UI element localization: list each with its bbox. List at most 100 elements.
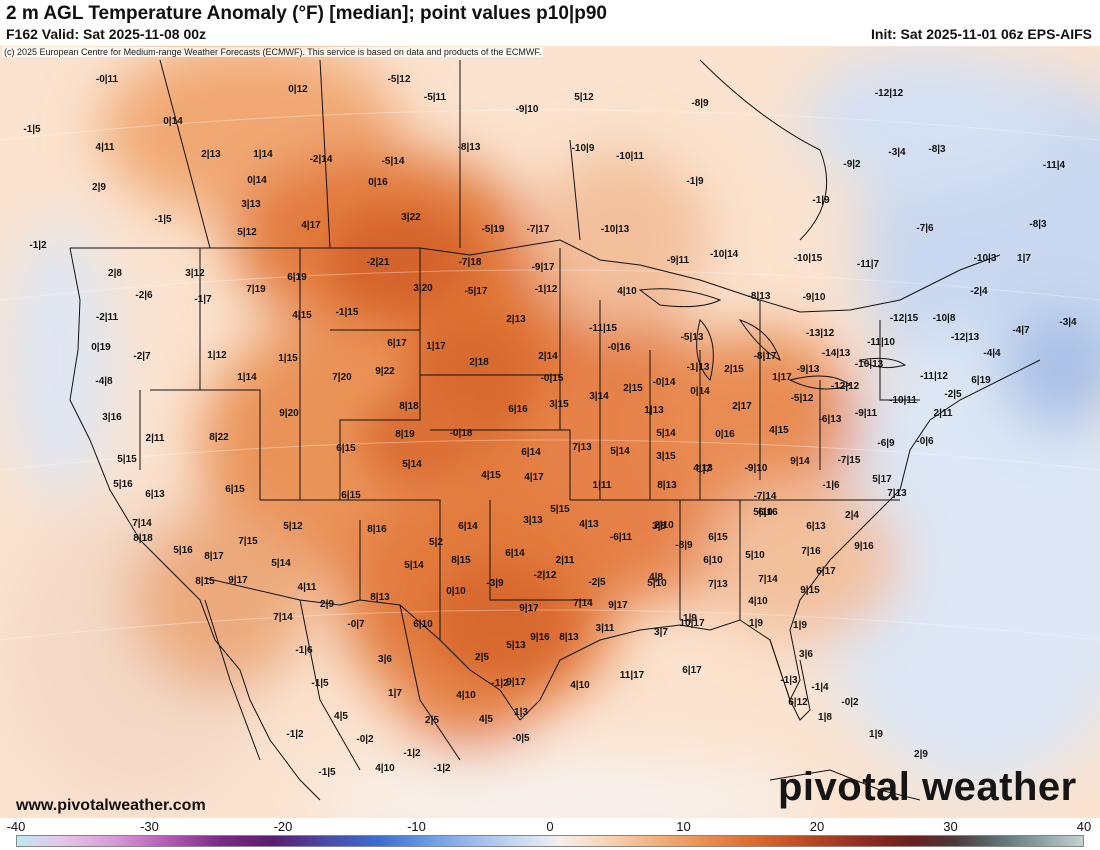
point-value: 6|17 bbox=[387, 338, 407, 349]
point-value: -10|3 bbox=[974, 253, 997, 264]
point-value: -8|13 bbox=[458, 142, 481, 153]
point-value: -1|5 bbox=[318, 767, 336, 778]
point-value: -7|18 bbox=[459, 257, 482, 268]
point-value: -4|8 bbox=[95, 376, 113, 387]
colorbar-tick: -20 bbox=[273, 819, 293, 834]
brand-logo: pivotal weather bbox=[778, 765, 1077, 809]
point-value: 5|14 bbox=[404, 560, 424, 571]
point-value: -1|13 bbox=[687, 362, 710, 373]
point-value: 9|17 bbox=[519, 603, 539, 614]
point-value: 0|14 bbox=[247, 175, 267, 186]
point-value: 2|9 bbox=[320, 599, 334, 610]
point-value: 1|7 bbox=[1017, 253, 1031, 264]
point-value: 2|14 bbox=[538, 351, 558, 362]
map-title: 2 m AGL Temperature Anomaly (°F) [median… bbox=[6, 3, 607, 24]
point-value: -7|15 bbox=[838, 455, 861, 466]
colorbar-tick: -40 bbox=[6, 819, 26, 834]
point-value: 1|9 bbox=[749, 618, 763, 629]
point-value: -7|6 bbox=[916, 223, 934, 234]
point-value: -2|12 bbox=[534, 570, 557, 581]
point-value: -0|18 bbox=[450, 428, 473, 439]
colorbar-tick: 30 bbox=[943, 819, 958, 834]
point-value: 5|13 bbox=[506, 640, 526, 651]
point-value: -8|3 bbox=[1029, 219, 1047, 230]
point-value: 4|10 bbox=[570, 680, 590, 691]
point-value: -8|17 bbox=[754, 351, 777, 362]
point-value: 4|10 bbox=[375, 763, 395, 774]
point-value: -3|4 bbox=[1059, 317, 1077, 328]
point-value: 2|11 bbox=[556, 555, 575, 566]
point-value: -2|4 bbox=[970, 286, 988, 297]
point-value: -5|13 bbox=[681, 332, 704, 343]
point-value: 9|22 bbox=[375, 366, 395, 377]
point-value: 0|12 bbox=[288, 84, 308, 95]
point-value: -1|2 bbox=[491, 678, 509, 689]
point-value: 2|11 bbox=[146, 433, 165, 444]
point-value: 5|14 bbox=[610, 446, 630, 457]
point-value: 6|16 bbox=[758, 507, 778, 518]
point-value: 1|9 bbox=[869, 729, 883, 740]
point-value: 9|17 bbox=[608, 600, 628, 611]
point-value: 7|19 bbox=[246, 284, 266, 295]
point-value: 8|19 bbox=[395, 429, 415, 440]
point-value: 9|17 bbox=[506, 677, 526, 688]
point-value: 6|14 bbox=[458, 521, 478, 532]
point-value: -8|9 bbox=[675, 540, 693, 551]
point-value: 8|13 bbox=[657, 480, 677, 491]
point-value: 1|14 bbox=[237, 372, 257, 383]
point-value: -2|21 bbox=[367, 257, 390, 268]
anomaly-map[interactable]: -0|11 0|12 -5|12 -5|11 5|12 -1|5 0|14 -9|10 4|11… bbox=[0, 46, 1100, 818]
point-value: 3|7 bbox=[654, 627, 668, 638]
point-value: -11|7 bbox=[857, 259, 880, 270]
point-value: 4|8 bbox=[649, 572, 663, 583]
point-value: 8|15 bbox=[195, 576, 215, 587]
point-value: 3|12 bbox=[185, 268, 205, 279]
point-value: 2|8 bbox=[108, 268, 122, 279]
point-value: 5|14 bbox=[402, 459, 422, 470]
point-value: 3|15 bbox=[656, 451, 676, 462]
point-value: 8|15 bbox=[451, 555, 471, 566]
point-value: -9|10 bbox=[803, 292, 826, 303]
point-value: 5|17 bbox=[872, 474, 892, 485]
point-value: -1|7 bbox=[194, 294, 212, 305]
colorbar-tick: 10 bbox=[676, 819, 691, 834]
point-value: 2|13 bbox=[201, 149, 221, 160]
point-value: -1|2 bbox=[403, 748, 421, 759]
point-value: 6|12 bbox=[788, 697, 808, 708]
point-value: 5|12 bbox=[283, 521, 303, 532]
point-value: -3|4 bbox=[888, 147, 906, 158]
colorbar-tick: 0 bbox=[546, 819, 554, 834]
point-value: 0|10 bbox=[446, 586, 466, 597]
point-value: -0|15 bbox=[541, 373, 564, 384]
point-value: 2|11 bbox=[934, 408, 953, 419]
point-value: 4|5 bbox=[334, 711, 348, 722]
point-value: 6|19 bbox=[971, 375, 991, 386]
point-value: 2|13 bbox=[506, 314, 526, 325]
website-url[interactable]: www.pivotalweather.com bbox=[16, 797, 206, 814]
point-value: 1|17 bbox=[772, 372, 792, 383]
point-value: -10|15 bbox=[794, 253, 823, 264]
point-value: -1|2 bbox=[286, 729, 304, 740]
point-value: -2|5 bbox=[944, 389, 962, 400]
point-value: 1|3 bbox=[514, 707, 528, 718]
point-value: 6|15 bbox=[341, 490, 361, 501]
point-value: 1|13 bbox=[644, 405, 664, 416]
boundaries bbox=[69, 59, 1041, 801]
point-value: 3|14 bbox=[589, 391, 609, 402]
point-value: -10|14 bbox=[710, 249, 739, 260]
point-value: -1|6 bbox=[822, 480, 840, 491]
colorbar-tick: 20 bbox=[809, 819, 825, 834]
point-value: -8|9 bbox=[691, 98, 709, 109]
point-value: 5|15 bbox=[117, 454, 137, 465]
point-value: 5|16 bbox=[113, 479, 133, 490]
point-value: 4|17 bbox=[524, 472, 544, 483]
point-value: -9|17 bbox=[532, 262, 555, 273]
point-value: 6|13 bbox=[145, 489, 165, 500]
point-value: -9|10 bbox=[745, 463, 768, 474]
point-value: -1|3 bbox=[780, 675, 798, 686]
point-value: 4|10 bbox=[617, 286, 637, 297]
point-value: -1|6 bbox=[295, 645, 313, 656]
point-value: 5|10 bbox=[745, 550, 765, 561]
point-value: -10|13 bbox=[601, 224, 630, 235]
colorbar-tick: -30 bbox=[140, 819, 159, 834]
